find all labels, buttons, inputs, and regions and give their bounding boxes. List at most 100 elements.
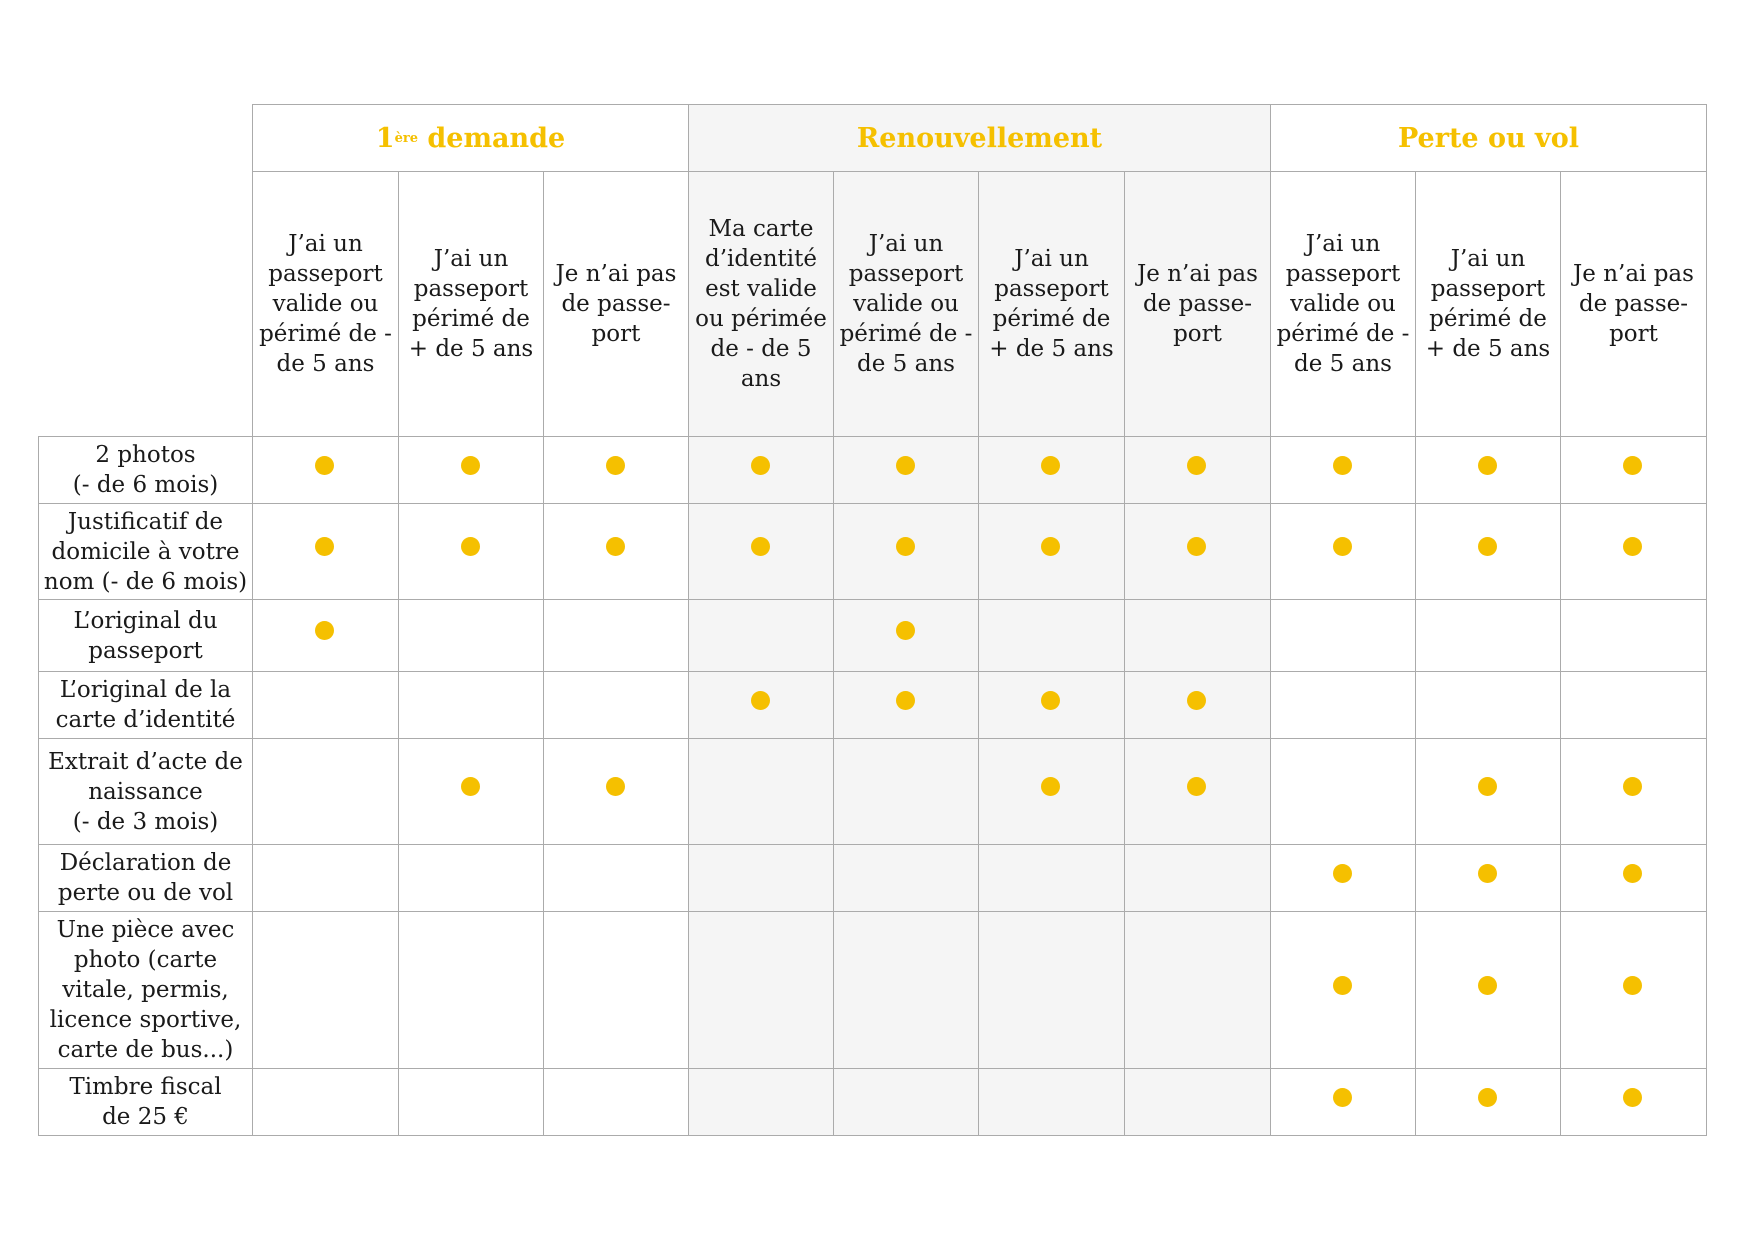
required-dot-icon: [1187, 455, 1206, 475]
required-dot-icon: [315, 455, 334, 475]
table-cell: [1270, 671, 1416, 739]
table-cell: [252, 911, 399, 1069]
group-header-loss-or-theft: Perte ou vol: [1270, 104, 1707, 172]
table-cell: [1270, 599, 1416, 672]
table-cell: [398, 844, 544, 912]
table-cell: [833, 1068, 979, 1136]
table-cell: [1124, 911, 1271, 1069]
group-header-first-request-ordinal: ère: [394, 130, 418, 146]
required-dot-icon: [1623, 455, 1642, 475]
table-cell: [1270, 738, 1416, 845]
required-dot-icon: [1332, 1087, 1352, 1107]
required-dot-icon: [315, 621, 334, 640]
required-dot-icon: [895, 537, 915, 556]
table-cell: [978, 911, 1125, 1069]
required-dot-icon: [1477, 1087, 1497, 1107]
required-dot-icon: [460, 537, 480, 556]
required-dot-icon: [1623, 975, 1642, 995]
required-dot-icon: [750, 455, 770, 475]
table-cell: [1124, 599, 1271, 672]
required-dot-icon: [895, 690, 915, 710]
group-header-renewal: Renouvellement: [688, 104, 1271, 172]
table-cell: [1560, 599, 1707, 672]
table-cell: [398, 1068, 544, 1136]
required-dot-icon: [895, 455, 915, 475]
table-cell: [978, 844, 1125, 912]
row-label-8: Timbre fiscal de 25 €: [38, 1068, 253, 1136]
row-label-1: 2 photos (- de 6 mois): [38, 436, 253, 504]
table-cell: [688, 1068, 834, 1136]
required-dot-icon: [1332, 537, 1352, 556]
table-cell: [1124, 1068, 1271, 1136]
table-cell: [398, 671, 544, 739]
required-dot-icon: [460, 777, 480, 796]
column-header-7: Je n’ai pas de passe- port: [1124, 171, 1271, 437]
required-dot-icon: [1477, 777, 1497, 796]
table-cell: [543, 911, 689, 1069]
required-dot-icon: [1041, 455, 1060, 475]
group-header-first-request: 1 ère demande: [252, 104, 689, 172]
required-dot-icon: [1332, 455, 1352, 475]
column-header-5: J’ai un passeport valide ou périmé de - …: [833, 171, 979, 437]
table-cell: [978, 1068, 1125, 1136]
row-label-6: Déclaration de perte ou de vol: [38, 844, 253, 912]
table-cell: [1415, 671, 1561, 739]
required-dot-icon: [1477, 455, 1497, 475]
table-cell: [543, 1068, 689, 1136]
row-label-4: L’original de la carte d’identité: [38, 671, 253, 739]
table-cell: [833, 911, 979, 1069]
table-cell: [1415, 599, 1561, 672]
row-label-5: Extrait d’acte de naissance (- de 3 mois…: [38, 738, 253, 845]
required-dot-icon: [1332, 975, 1352, 995]
required-dot-icon: [1187, 690, 1206, 710]
table-cell: [688, 738, 834, 845]
table-cell: [398, 911, 544, 1069]
required-dot-icon: [1623, 863, 1642, 883]
required-dot-icon: [605, 537, 625, 556]
table-cell: [1124, 844, 1271, 912]
required-dot-icon: [1477, 975, 1497, 995]
required-dot-icon: [750, 690, 770, 710]
table-cell: [252, 671, 399, 739]
required-dot-icon: [460, 455, 480, 475]
group-header-first-request-text: demande: [427, 122, 566, 154]
required-dot-icon: [1623, 537, 1642, 556]
column-header-2: J’ai un passeport périmé de + de 5 ans: [398, 171, 544, 437]
required-dot-icon: [895, 621, 915, 640]
row-label-2: Justificatif de domicile à votre nom (- …: [38, 503, 253, 600]
table-cell: [398, 599, 544, 672]
required-dot-icon: [1477, 537, 1497, 556]
table-cell: [543, 844, 689, 912]
required-dot-icon: [750, 537, 770, 556]
column-header-1: J’ai un passeport valide ou périmé de - …: [252, 171, 399, 437]
column-header-4: Ma carte d’identité est valide ou périmé…: [688, 171, 834, 437]
table-cell: [688, 599, 834, 672]
table-cell: [833, 738, 979, 845]
table-cell: [833, 844, 979, 912]
table-cell: [252, 1068, 399, 1136]
column-header-6: J’ai un passeport périmé de + de 5 ans: [978, 171, 1125, 437]
table-cell: [688, 911, 834, 1069]
column-header-3: Je n’ai pas de passe- port: [543, 171, 689, 437]
table-cell: [688, 844, 834, 912]
required-dot-icon: [605, 777, 625, 796]
column-header-8: J’ai un passeport valide ou périmé de - …: [1270, 171, 1416, 437]
table-cell: [252, 738, 399, 845]
table-cell: [978, 599, 1125, 672]
required-dot-icon: [1623, 1087, 1642, 1107]
table-cell: [543, 599, 689, 672]
required-dot-icon: [1041, 777, 1060, 796]
required-dot-icon: [605, 455, 625, 475]
required-dot-icon: [315, 537, 334, 556]
row-label-3: L’original du passeport: [38, 599, 253, 672]
table-cell: [1560, 671, 1707, 739]
table-cell: [543, 671, 689, 739]
column-header-10: Je n’ai pas de passe- port: [1560, 171, 1707, 437]
row-label-7: Une pièce avec photo (carte vitale, perm…: [38, 911, 253, 1069]
required-dot-icon: [1187, 537, 1206, 556]
required-dot-icon: [1041, 690, 1060, 710]
group-header-first-request-number: 1: [375, 122, 395, 154]
required-dot-icon: [1187, 777, 1206, 796]
required-dot-icon: [1477, 863, 1497, 883]
